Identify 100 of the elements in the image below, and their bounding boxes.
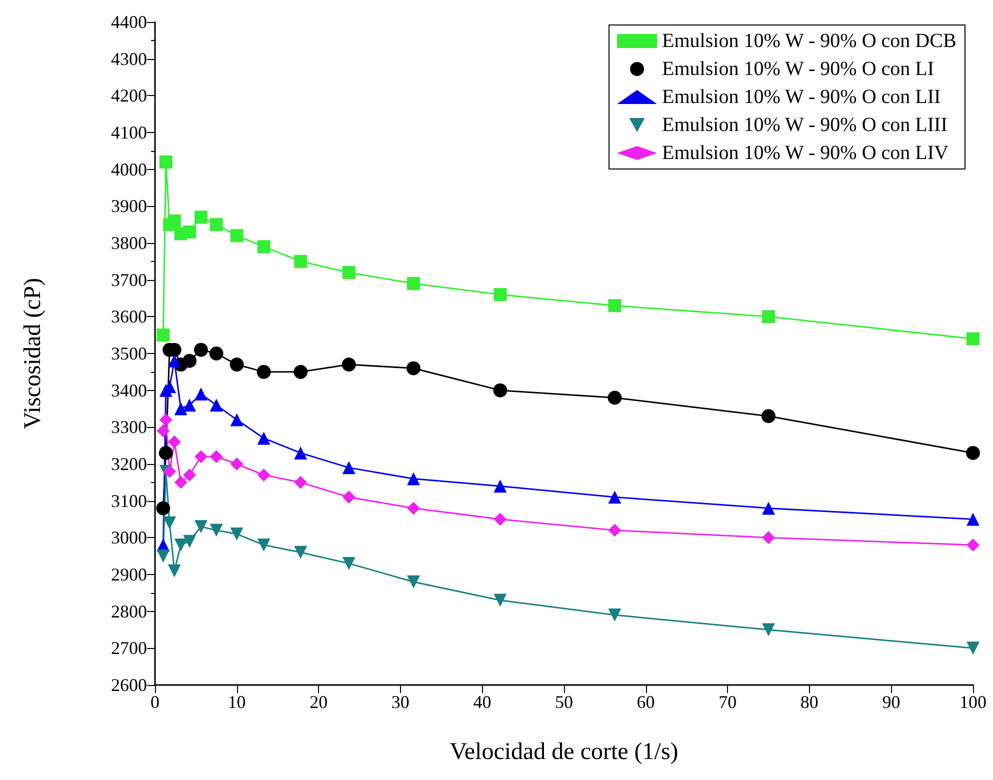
- point: [168, 564, 181, 578]
- point: [342, 358, 356, 372]
- point: [230, 527, 244, 540]
- point: [183, 225, 196, 238]
- legend-label: Emulsion 10% W - 90% O con DCB: [662, 30, 956, 52]
- point: [183, 534, 196, 548]
- point: [174, 476, 188, 489]
- y-tick-label: 3000: [111, 528, 147, 548]
- legend-label: Emulsion 10% W - 90% O con LIV: [662, 142, 950, 164]
- point: [966, 538, 980, 552]
- x-tick-label: 0: [150, 692, 160, 712]
- point: [156, 328, 170, 342]
- point: [493, 383, 508, 398]
- point: [342, 266, 356, 279]
- y-tick-label: 3400: [111, 380, 147, 400]
- point: [608, 390, 622, 405]
- point: [494, 512, 507, 526]
- point: [230, 458, 244, 470]
- point: [174, 538, 188, 552]
- point: [762, 502, 775, 515]
- y-tick-label: 4200: [111, 86, 147, 106]
- point: [257, 432, 270, 445]
- y-axis-title: Viscosidad (cP): [20, 278, 46, 430]
- point: [257, 240, 270, 254]
- point: [608, 490, 622, 504]
- y-tick-label: 3600: [111, 306, 147, 327]
- point: [183, 468, 196, 482]
- point: [406, 575, 420, 588]
- y-tick-label: 4100: [111, 122, 147, 142]
- x-tick-label: 100: [960, 692, 986, 712]
- point: [156, 424, 170, 438]
- point: [342, 490, 356, 504]
- y-tick-label: 4300: [111, 48, 147, 69]
- point: [159, 155, 172, 168]
- point: [194, 520, 208, 534]
- point: [210, 398, 223, 412]
- point: [156, 501, 170, 516]
- y-tick-label: 3800: [111, 233, 147, 253]
- point: [608, 299, 622, 312]
- point: [608, 608, 622, 622]
- point: [342, 556, 356, 570]
- point: [182, 354, 197, 368]
- point: [210, 450, 223, 464]
- point: [342, 461, 356, 474]
- point: [406, 502, 420, 515]
- point: [494, 594, 507, 607]
- y-tick-label: 2800: [111, 601, 147, 622]
- y-tick-label: 4000: [111, 159, 147, 180]
- point: [608, 524, 622, 537]
- y-tick-label: 3200: [111, 454, 147, 474]
- point: [966, 332, 980, 346]
- point: [194, 388, 208, 401]
- point: [156, 550, 170, 563]
- x-tick-label: 60: [636, 692, 655, 712]
- point: [406, 361, 420, 376]
- point: [294, 546, 308, 559]
- point: [762, 310, 775, 324]
- point: [762, 531, 775, 544]
- x-tick-label: 20: [310, 692, 328, 712]
- point: [159, 413, 172, 426]
- legend-label: Emulsion 10% W - 90% O con LIII: [662, 114, 948, 136]
- point: [210, 218, 223, 232]
- point: [494, 480, 507, 493]
- point: [163, 516, 176, 530]
- point: [294, 364, 308, 379]
- x-tick-label: 40: [473, 692, 492, 712]
- point: [762, 623, 775, 636]
- y-tick-label: 3700: [111, 270, 147, 290]
- point: [230, 358, 244, 372]
- y-tick-label: 2600: [111, 675, 147, 695]
- point: [168, 435, 181, 448]
- point: [966, 446, 980, 460]
- point: [174, 402, 188, 416]
- point: [762, 409, 776, 424]
- point: [966, 642, 980, 655]
- point: [257, 538, 270, 552]
- y-tick-label: 4400: [111, 12, 147, 32]
- point: [230, 229, 244, 242]
- point: [158, 446, 173, 460]
- x-tick-label: 70: [718, 692, 737, 712]
- point: [194, 342, 208, 357]
- x-axis-title: Velocidad de corte (1/s): [450, 739, 678, 765]
- point: [294, 476, 308, 489]
- y-tick-label: 3500: [111, 344, 147, 364]
- point: [494, 288, 507, 302]
- point: [168, 354, 181, 368]
- point: [294, 254, 308, 268]
- point: [194, 210, 208, 224]
- x-tick-label: 30: [391, 692, 410, 712]
- point: [194, 450, 208, 464]
- x-tick-label: 50: [555, 692, 573, 712]
- point: [168, 214, 181, 228]
- y-tick-label: 2700: [111, 638, 147, 658]
- x-tick-label: 10: [228, 692, 246, 712]
- point: [406, 277, 420, 290]
- x-tick-label: 80: [800, 692, 818, 712]
- legend-label: Emulsion 10% W - 90% O con LII: [662, 86, 941, 108]
- y-tick-label: 3100: [111, 490, 147, 511]
- point: [210, 524, 223, 537]
- point: [209, 346, 224, 360]
